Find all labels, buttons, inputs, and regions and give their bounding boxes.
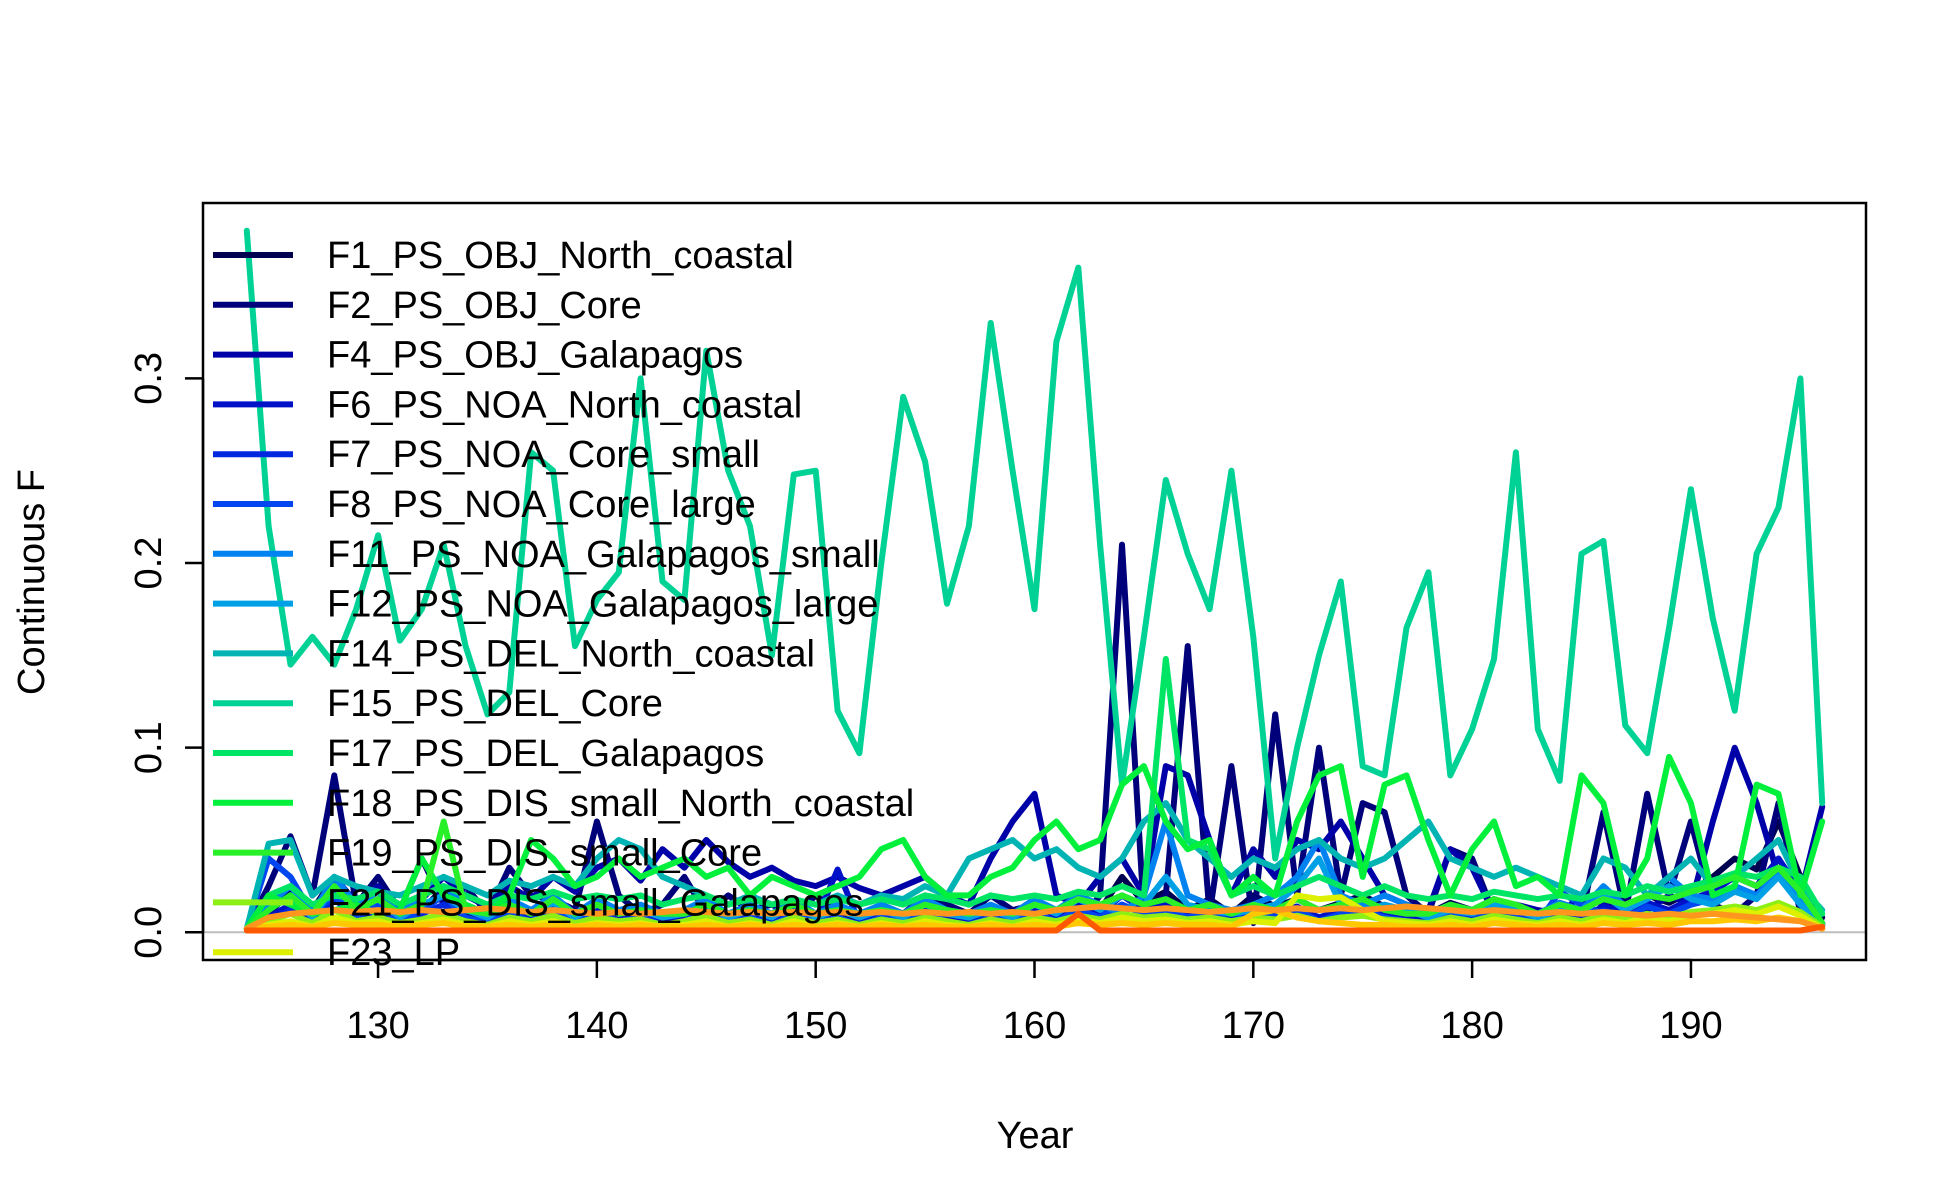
- legend-label: F7_PS_NOA_Core_small: [327, 434, 760, 476]
- y-tick-label: 0.1: [128, 721, 170, 774]
- legend-label: F18_PS_DIS_small_North_coastal: [327, 783, 914, 825]
- x-tick-label: 140: [565, 1005, 628, 1047]
- legend-label: F2_PS_OBJ_Core: [327, 285, 642, 327]
- y-tick-label: 0.3: [128, 352, 170, 405]
- x-tick-label: 160: [1003, 1005, 1066, 1047]
- y-axis-label: Continuous F: [11, 469, 53, 695]
- series-line-14: [243, 899, 1826, 932]
- y-tick-label: 0.2: [128, 537, 170, 590]
- series-line-15: [243, 892, 1826, 932]
- legend-label: F4_PS_OBJ_Galapagos: [327, 335, 743, 377]
- y-axis: 0.0 0.1 0.2 0.3: [128, 352, 205, 959]
- legend-label: F6_PS_NOA_North_coastal: [327, 384, 802, 426]
- legend-label: F21_PS_DIS_small_Galapagos: [327, 882, 864, 924]
- series-line-16: [243, 907, 1826, 932]
- legend-label: F17_PS_DEL_Galapagos: [327, 733, 764, 775]
- series-line-13: [243, 818, 1826, 932]
- legend: F1_PS_OBJ_North_coastal F2_PS_OBJ_Core F4_…: [213, 235, 914, 974]
- legend-label: F19_PS_DIS_small_Core: [327, 833, 762, 875]
- y-tick-label: 0.0: [128, 906, 170, 959]
- series-line-17: [243, 903, 1826, 932]
- series-line-18: [243, 910, 1826, 934]
- x-tick-label: 190: [1659, 1005, 1722, 1047]
- x-axis: 130 140 150 160 170 180 190: [346, 958, 1723, 1047]
- x-tick-label: 130: [346, 1005, 409, 1047]
- series-line-12: [243, 753, 1826, 932]
- x-axis-label: Year: [997, 1115, 1074, 1157]
- x-tick-label: 150: [784, 1005, 847, 1047]
- legend-label: F11_PS_NOA_Galapagos_small: [327, 534, 880, 576]
- x-tick-label: 170: [1222, 1005, 1285, 1047]
- legend-label: F23_LP: [327, 932, 460, 974]
- series-layer: [243, 227, 1826, 934]
- legend-label: F15_PS_DEL_Core: [327, 683, 663, 725]
- legend-label: F8_PS_NOA_Core_large: [327, 484, 756, 526]
- series-line-10: [243, 227, 1826, 862]
- x-tick-label: 180: [1440, 1005, 1503, 1047]
- legend-label: F1_PS_OBJ_North_coastal: [327, 235, 794, 277]
- legend-label: F12_PS_NOA_Galapagos_large: [327, 584, 878, 626]
- legend-label: F14_PS_DEL_North_coastal: [327, 633, 815, 675]
